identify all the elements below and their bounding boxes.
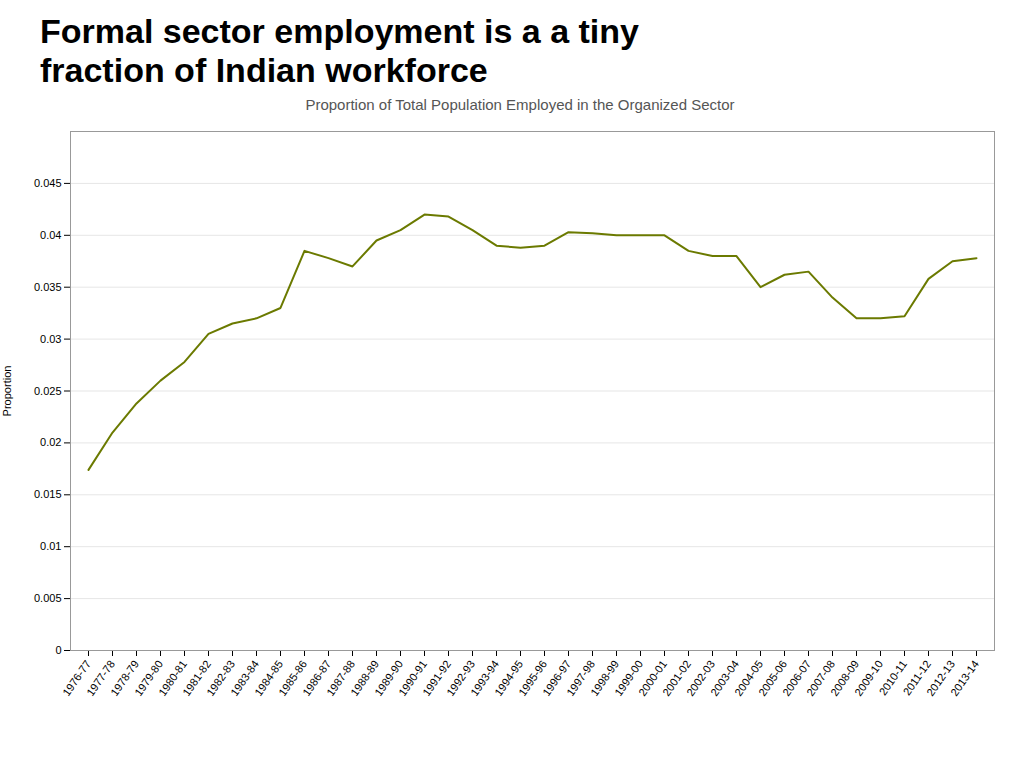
svg-text:2012-13: 2012-13 (924, 658, 957, 699)
svg-text:2013-14: 2013-14 (948, 658, 981, 698)
svg-text:1979-80: 1979-80 (132, 658, 165, 699)
svg-text:1993-94: 1993-94 (468, 658, 501, 699)
svg-text:2006-07: 2006-07 (780, 658, 813, 699)
svg-text:1994-95: 1994-95 (492, 658, 525, 699)
svg-text:0.03: 0.03 (40, 333, 61, 345)
svg-text:0.02: 0.02 (40, 437, 61, 449)
svg-text:0: 0 (55, 644, 61, 656)
svg-text:2004-05: 2004-05 (732, 658, 765, 699)
svg-text:1978-79: 1978-79 (108, 658, 141, 699)
svg-text:2003-04: 2003-04 (708, 658, 741, 699)
svg-text:0.015: 0.015 (34, 489, 62, 501)
svg-text:Proportion: Proportion (1, 366, 13, 417)
svg-text:0.025: 0.025 (34, 385, 62, 397)
svg-text:1982-83: 1982-83 (204, 658, 237, 699)
svg-text:2005-06: 2005-06 (756, 658, 789, 699)
html-text:Formal sector employment is a: Formal sector employment is a a tiny fra… (40, 12, 639, 90)
svg-text:0.045: 0.045 (34, 177, 62, 189)
svg-text:1987-88: 1987-88 (324, 658, 357, 699)
svg-text:1990-91: 1990-91 (396, 658, 429, 699)
svg-text:1983-84: 1983-84 (228, 658, 261, 699)
svg-text:0.01: 0.01 (40, 540, 61, 552)
svg-text:0.005: 0.005 (34, 592, 62, 604)
svg-text:1996-97: 1996-97 (540, 658, 573, 699)
svg-text:0.035: 0.035 (34, 281, 62, 293)
svg-text:1986-87: 1986-87 (300, 658, 333, 699)
svg-text:1997-98: 1997-98 (564, 658, 597, 699)
svg-text:1995-96: 1995-96 (516, 658, 549, 699)
svg-text:0.04: 0.04 (40, 229, 61, 241)
svg-text:2009-10: 2009-10 (852, 658, 885, 699)
svg-text:1980-81: 1980-81 (156, 658, 189, 699)
svg-text:1998-99: 1998-99 (588, 658, 621, 699)
svg-text:1989-90: 1989-90 (372, 658, 405, 699)
svg-text:1992-93: 1992-93 (444, 658, 477, 699)
svg-text:2000-01: 2000-01 (636, 658, 669, 699)
svg-text:1984-85: 1984-85 (252, 658, 285, 699)
svg-text:1976-77: 1976-77 (60, 658, 93, 699)
svg-text:2002-03: 2002-03 (684, 658, 717, 699)
svg-text:1988-89: 1988-89 (348, 658, 381, 699)
svg-text:2010-11: 2010-11 (876, 658, 909, 698)
svg-text:1977-78: 1977-78 (84, 658, 117, 699)
svg-text:2001-02: 2001-02 (660, 658, 693, 699)
svg-text:1999-00: 1999-00 (612, 658, 645, 699)
svg-text:2008-09: 2008-09 (828, 658, 861, 699)
html-text:Proportion of Total Population: Proportion of Total Population Employed … (305, 96, 735, 114)
svg-text:1991-92: 1991-92 (420, 658, 453, 699)
svg-text:1981-82: 1981-82 (180, 658, 213, 699)
svg-text:2007-08: 2007-08 (804, 658, 837, 699)
svg-text:2011-12: 2011-12 (900, 658, 933, 698)
svg-text:1985-86: 1985-86 (276, 658, 309, 699)
